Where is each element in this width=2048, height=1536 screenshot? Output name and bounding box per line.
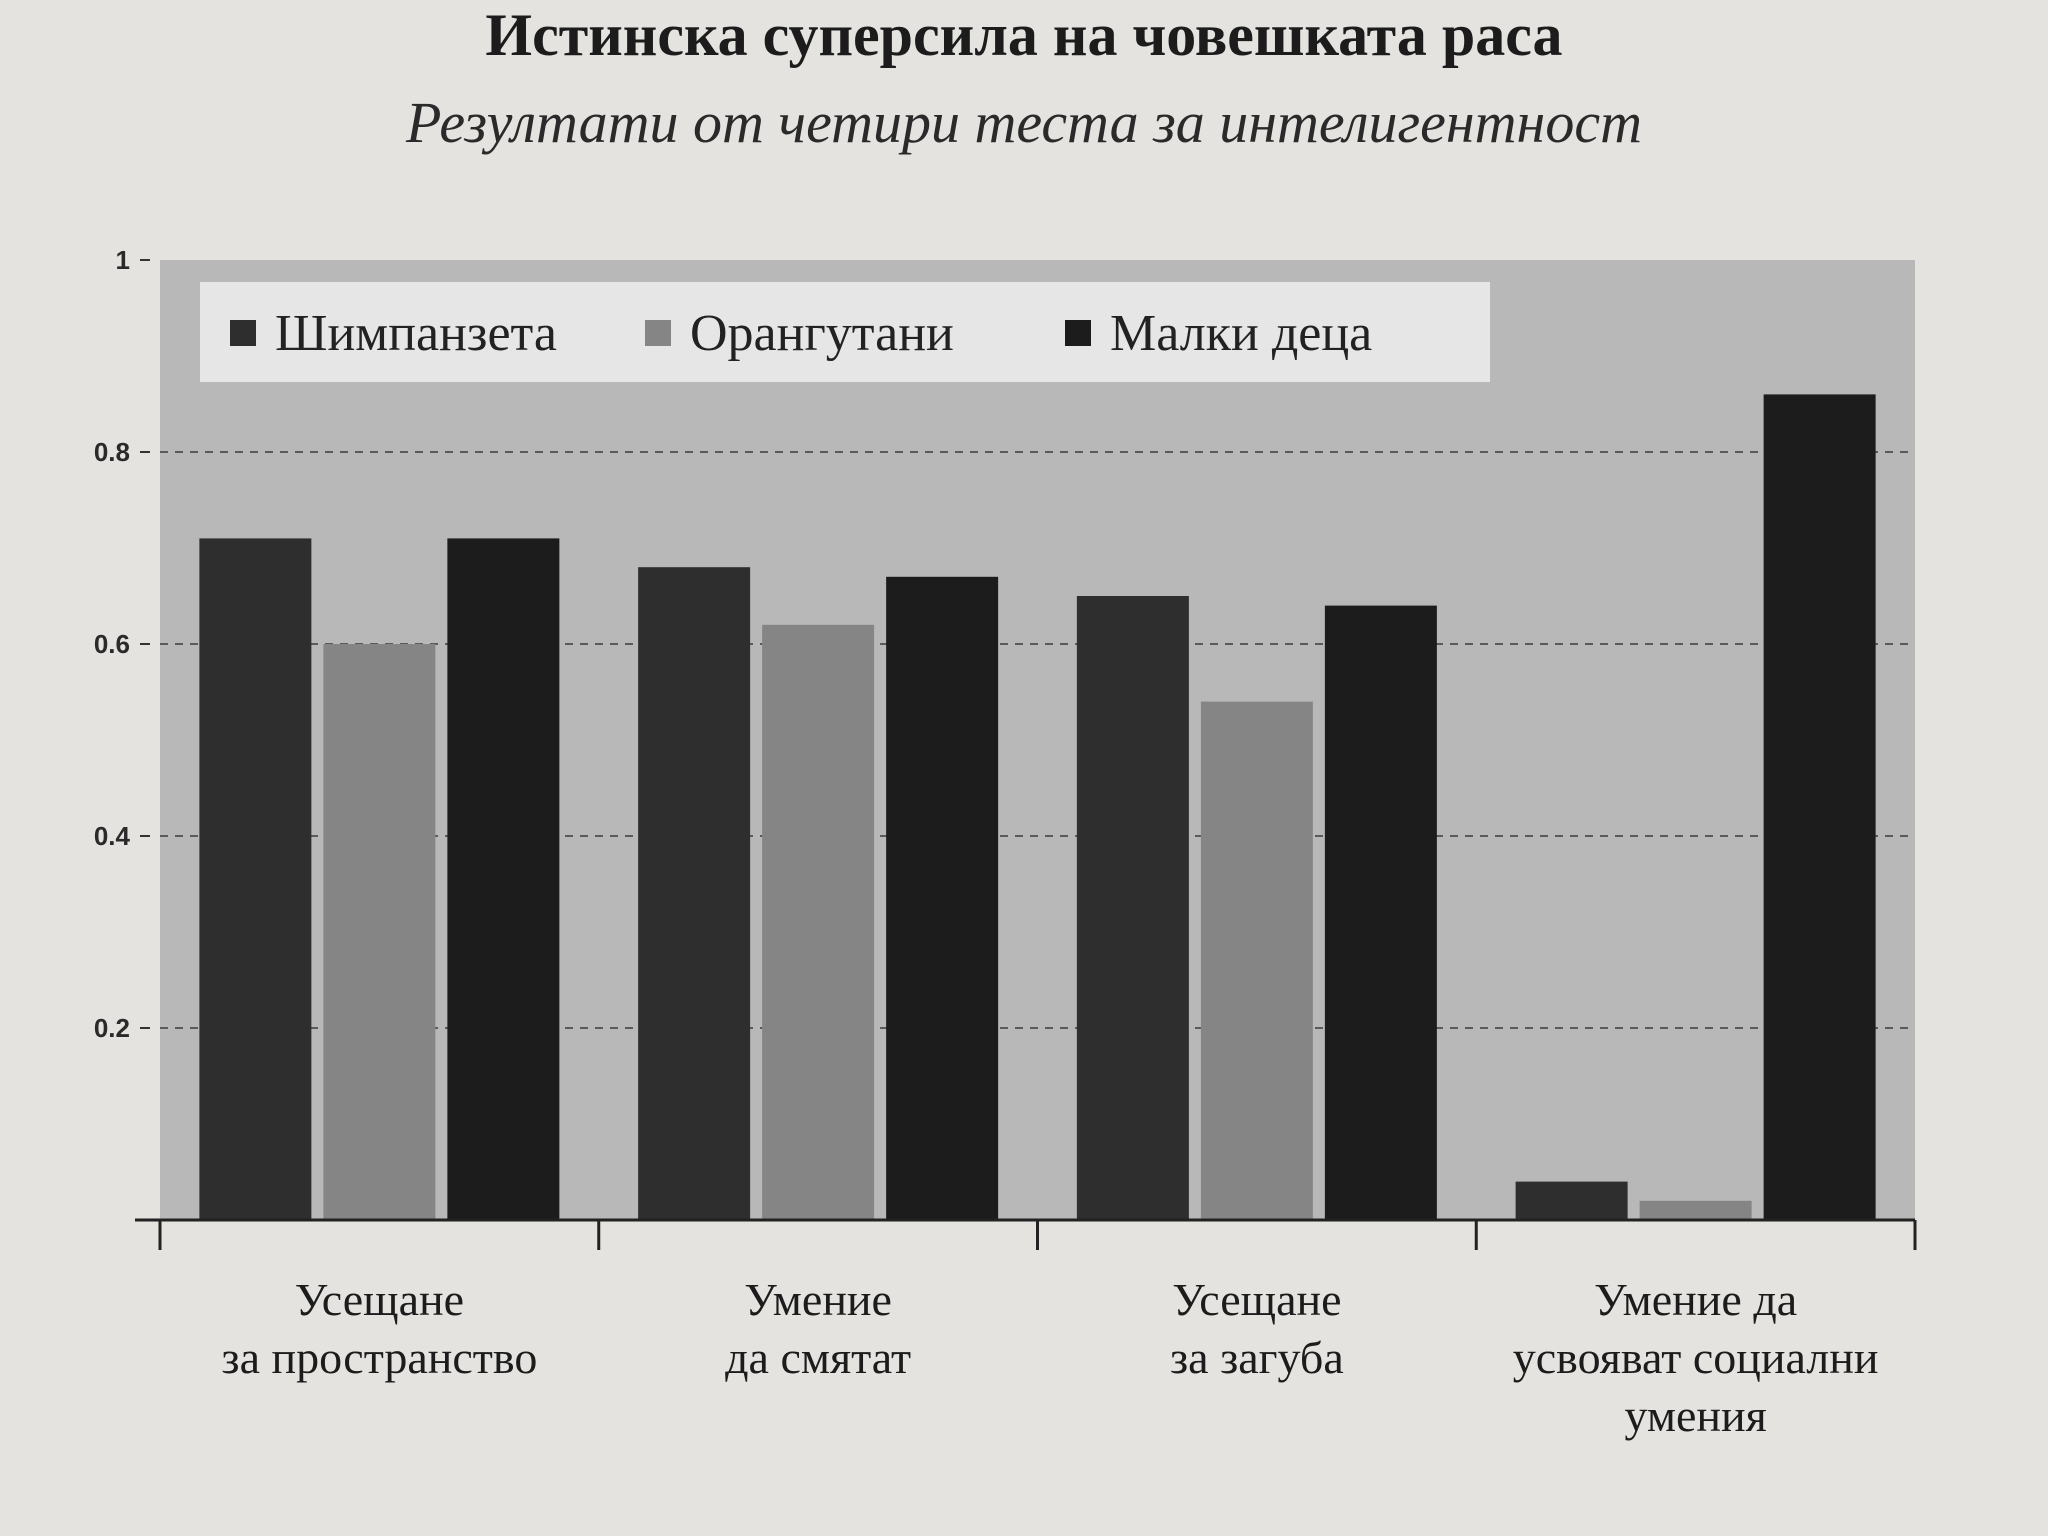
chart-title: Истинска суперсила на човешката раса <box>485 2 1563 68</box>
y-tick-label: 0.2 <box>94 1013 130 1043</box>
bar <box>1076 596 1189 1220</box>
bar <box>1515 1181 1628 1220</box>
x-category-label: умения <box>1624 1390 1766 1441</box>
legend-label: Орангутани <box>690 305 954 362</box>
bar <box>886 576 999 1220</box>
bar <box>199 538 312 1220</box>
legend-swatch <box>1065 320 1091 346</box>
y-tick-label: 0.4 <box>94 821 131 851</box>
x-category-label: усвояват социални <box>1513 1332 1879 1383</box>
legend-swatch <box>645 320 671 346</box>
y-tick-label: 0.8 <box>94 437 130 467</box>
y-tick-label: 0.6 <box>94 629 130 659</box>
bar <box>1200 701 1313 1220</box>
legend-swatch <box>230 320 256 346</box>
bar <box>323 644 436 1220</box>
x-category-label: да смятат <box>725 1332 911 1383</box>
legend-box <box>200 282 1490 382</box>
x-category-label: Усещане <box>1172 1274 1341 1325</box>
bar <box>447 538 560 1220</box>
legend-label: Шимпанзета <box>275 305 557 362</box>
bar <box>638 567 751 1220</box>
x-category-label: за пространство <box>221 1332 537 1383</box>
bar <box>762 624 875 1220</box>
x-category-label: Умение <box>744 1274 892 1325</box>
x-category-label: Умение да <box>1594 1274 1797 1325</box>
bar <box>1324 605 1437 1220</box>
x-category-label: за загуба <box>1170 1332 1344 1383</box>
chart-subtitle: Резултати от четири теста за интелигентн… <box>406 90 1642 155</box>
bar <box>1763 394 1876 1220</box>
x-category-label: Усещане <box>295 1274 464 1325</box>
legend-label: Малки деца <box>1110 305 1372 362</box>
bar <box>1639 1200 1752 1220</box>
y-tick-label: 1 <box>116 245 130 275</box>
